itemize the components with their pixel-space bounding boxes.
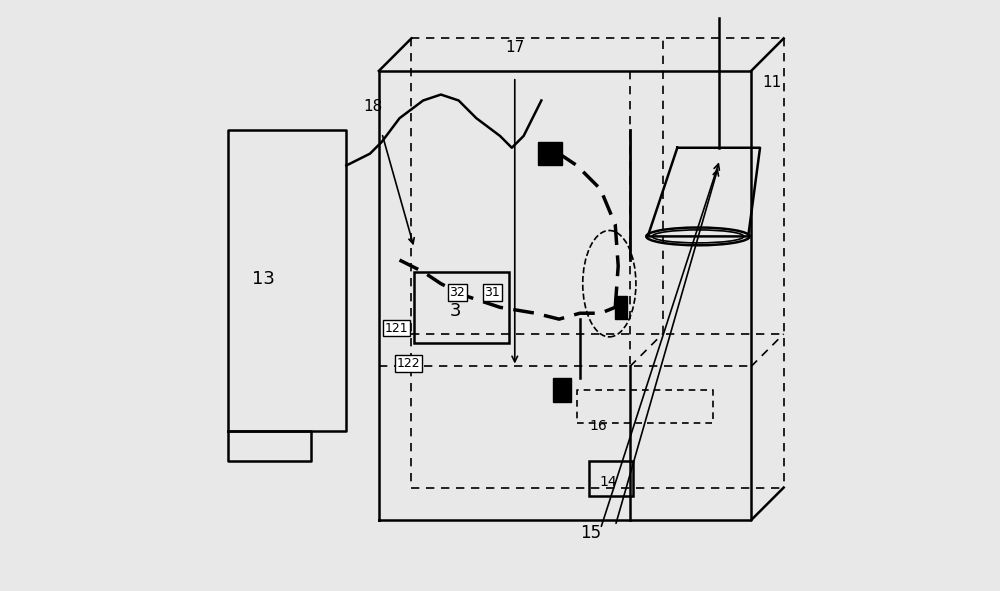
Polygon shape xyxy=(538,142,562,165)
Polygon shape xyxy=(553,378,571,402)
Text: 17: 17 xyxy=(505,40,524,55)
Text: 18: 18 xyxy=(363,99,383,114)
Polygon shape xyxy=(615,296,627,319)
Text: 13: 13 xyxy=(252,269,275,288)
Text: 32: 32 xyxy=(450,286,465,299)
Text: 15: 15 xyxy=(580,524,601,542)
Text: 121: 121 xyxy=(385,322,408,335)
Text: 3: 3 xyxy=(450,302,461,320)
Text: 16: 16 xyxy=(590,418,608,433)
Text: 12: 12 xyxy=(556,383,573,397)
Text: 14: 14 xyxy=(599,475,617,489)
Text: 11: 11 xyxy=(762,75,781,90)
Text: 31: 31 xyxy=(484,286,500,299)
Text: 122: 122 xyxy=(397,357,420,370)
